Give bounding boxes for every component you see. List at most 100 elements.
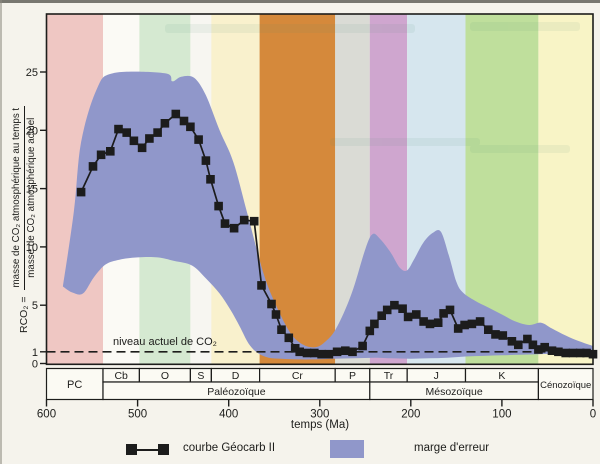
curve-marker [106, 147, 115, 156]
x-tick-label-300: 300 [310, 409, 329, 421]
curve-marker [160, 119, 170, 128]
y-axis-label-fraction: masse de CO₂ atmosphérique au temps t ma… [11, 105, 37, 290]
curve-marker [498, 331, 508, 340]
curve-marker [220, 219, 230, 228]
y-axis-label-denominator: masse de CO₂ atmosphérique actuel [25, 117, 37, 278]
curve-marker [582, 348, 591, 358]
curve-marker [257, 281, 266, 290]
curve-marker [239, 215, 249, 225]
y-tick-label-5: 5 [32, 300, 38, 312]
legend-curve-square-right [158, 444, 169, 455]
curve-marker [507, 337, 517, 346]
curve-marker [76, 187, 86, 197]
legend-curve-line [134, 448, 161, 451]
curve-marker [295, 347, 304, 357]
x-tick-label-0: 0 [590, 409, 596, 421]
y-tick-label-10: 10 [26, 242, 38, 254]
curve-marker [137, 143, 147, 153]
table-label-Tr: Tr [384, 370, 394, 382]
legend-curve-marker [126, 444, 169, 455]
table-label-S: S [197, 370, 204, 382]
y-tick-label-1: 1 [32, 347, 38, 359]
table-label-J: J [434, 370, 439, 382]
curve-marker [534, 345, 543, 354]
y-axis-label: RCO₂ = masse de CO₂ atmosphérique au tem… [6, 83, 42, 333]
table-label-era-Mésozoïque: Mésozoïque [425, 386, 482, 398]
curve-marker [179, 116, 189, 126]
x-tick-label-200: 200 [401, 409, 420, 421]
curve-marker [302, 348, 312, 358]
print-bleed-artifacts [95, 22, 580, 153]
legend-error-swatch [330, 440, 364, 458]
curve-marker [332, 347, 342, 357]
table-label-O: O [161, 370, 169, 382]
curve-marker [201, 156, 211, 165]
bleed-smudge [165, 24, 415, 33]
curve-marker [290, 344, 300, 353]
curve-marker [271, 310, 281, 319]
curve-marker [575, 348, 585, 358]
curve-marker [403, 312, 413, 322]
curve-marker [284, 333, 294, 343]
curve-marker [88, 162, 98, 171]
geocarb-curve-markers [76, 109, 598, 359]
curve-marker [249, 216, 259, 226]
curve-marker [267, 299, 276, 309]
table-label-Cr: Cr [292, 370, 304, 382]
y-axis-label-numerator: masse de CO₂ atmosphérique au temps t [11, 105, 25, 290]
curve-marker [475, 317, 485, 326]
table-label-P: P [349, 370, 356, 382]
curve-marker [317, 349, 326, 359]
curve-marker [348, 347, 357, 357]
curve-marker [484, 325, 493, 334]
curve-marker [528, 340, 538, 350]
curve-marker [324, 349, 334, 359]
bleed-smudge [470, 145, 570, 153]
legend-curve-label: courbe Géocarb II [183, 442, 276, 454]
band-Cénozoïque [538, 14, 593, 365]
curve-marker [206, 175, 215, 184]
legend-curve-square-left [126, 444, 137, 455]
y-tick-label-0: 0 [32, 359, 38, 371]
bleed-smudge [330, 138, 480, 146]
table-label-Cb: Cb [114, 370, 128, 382]
curve-marker [425, 319, 435, 329]
y-axis: 25 20 15 10 5 10 [26, 67, 47, 371]
curve-marker [310, 348, 319, 358]
curve-marker [439, 309, 448, 318]
curve-marker [561, 348, 570, 358]
scan-edge-left [0, 0, 2, 464]
y-tick-label-20: 20 [26, 125, 38, 137]
curve-marker [129, 136, 139, 146]
curve-marker [523, 334, 532, 344]
curve-marker [412, 310, 421, 319]
table-label-Cénozoïque: Cénozoïque [540, 380, 591, 391]
curve-marker [514, 340, 523, 350]
curve-marker [540, 342, 549, 352]
curve-marker [377, 311, 386, 320]
scan-edge-top [0, 0, 600, 3]
stratigraphic-table: PC Cb O S D Cr P Tr J K Cénozoïque Paléozoïque Mésoz… [45, 367, 594, 401]
x-axis: 600 500 400 300 200 100 0 [37, 399, 596, 421]
curve-marker [453, 324, 463, 333]
bleed-smudge [470, 22, 580, 31]
table-label-D: D [232, 370, 240, 382]
curve-marker [171, 109, 181, 119]
table-box-Cénozoïque [537, 367, 594, 401]
curve-marker [145, 134, 154, 143]
table-label-era-Paléozoïque: Paléozoïque [207, 386, 266, 398]
curve-marker [382, 305, 392, 315]
curve-marker [445, 305, 455, 315]
curve-marker [419, 317, 428, 326]
y-axis-label-prefix: RCO₂ = [18, 296, 30, 333]
curve-marker [122, 128, 131, 137]
x-tick-label-400: 400 [219, 409, 238, 421]
x-tick-label-600: 600 [37, 409, 56, 421]
curve-marker [568, 348, 578, 358]
current-co2-level-label: niveau actuel de CO₂ [113, 336, 217, 348]
curve-marker [390, 300, 399, 310]
curve-marker [398, 304, 407, 313]
curve-marker [358, 341, 367, 351]
